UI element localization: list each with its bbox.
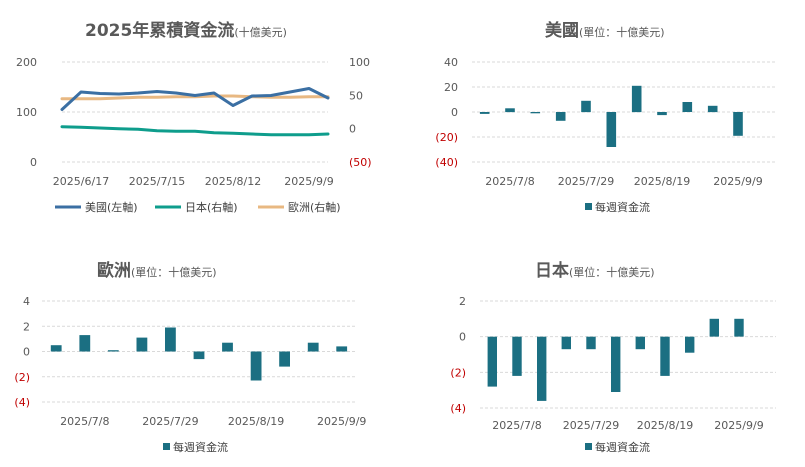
jp-y-tick: 2 <box>459 295 466 308</box>
eu-bar <box>136 337 148 352</box>
cumulative-series-line-1 <box>60 125 330 137</box>
cumulative-legend-label: 美國(左軸) <box>85 200 138 214</box>
eu-y-tick: 2 <box>23 320 30 333</box>
cumulative-right-tick: (50) <box>349 156 372 169</box>
cumulative-right-tick: 100 <box>349 56 370 69</box>
jp-bar <box>537 336 547 401</box>
us-y-tick: (40) <box>435 156 458 169</box>
us-y-tick: 40 <box>444 56 458 69</box>
us-bar <box>606 112 617 147</box>
jp-y-tick: (4) <box>450 402 466 415</box>
eu-title: 歐洲(單位：十億美元) <box>97 260 217 281</box>
eu-legend-swatch <box>163 443 170 450</box>
eu-bar <box>307 342 319 352</box>
us-chart: 美國(單位：十億美元) 40 20 0 (20) (40) 2025/7/8 2025/7/… <box>435 20 776 214</box>
cumulative-x-tick: 2025/9/9 <box>284 175 333 188</box>
eu-bar <box>165 327 176 352</box>
cumulative-left-axis: 200 100 0 <box>16 56 37 169</box>
cumulative-x-tick: 2025/7/15 <box>129 175 185 188</box>
eu-bar <box>279 351 290 367</box>
us-bar <box>479 112 490 114</box>
eu-bar <box>250 351 262 381</box>
cumulative-x-tick: 2025/8/12 <box>205 175 261 188</box>
us-bar <box>555 112 566 121</box>
us-plot: 40 20 0 (20) (40) 2025/7/8 2025/7/29 2025/8/19 2… <box>435 56 776 214</box>
jp-bar <box>561 336 571 350</box>
us-bar <box>505 108 515 113</box>
us-x-tick: 2025/7/8 <box>485 175 534 188</box>
eu-bar <box>193 351 205 360</box>
cumulative-left-tick: 100 <box>16 106 37 119</box>
eu-legend-label: 每週資金流 <box>173 440 228 454</box>
jp-x-tick: 2025/7/8 <box>492 419 541 432</box>
eu-chart: 歐洲(單位：十億美元) 4 2 0 (2) (4) 2025/7/8 2025/7/29 20… <box>14 260 366 454</box>
us-bar <box>657 112 667 116</box>
eu-bar <box>107 350 119 352</box>
us-bar <box>707 105 718 113</box>
jp-bar <box>635 336 645 350</box>
jp-x-tick: 2025/8/19 <box>637 419 693 432</box>
eu-x-tick: 2025/8/19 <box>228 415 284 428</box>
jp-bar <box>685 336 695 353</box>
us-legend-label: 每週資金流 <box>595 200 650 214</box>
cumulative-series <box>60 87 330 137</box>
us-bar <box>733 112 743 136</box>
eu-y-tick: 0 <box>23 346 30 359</box>
jp-plot: 2 0 (2) (4) 2025/7/8 2025/7/29 2025/8/19 2025/9… <box>450 295 776 454</box>
eu-y-tick: (2) <box>14 371 30 384</box>
jp-y-tick: 0 <box>459 331 466 344</box>
us-legend-swatch <box>585 203 592 210</box>
jp-bar <box>586 336 596 350</box>
jp-chart: 日本(單位：十億美元) 2 0 (2) (4) 2025/7/8 2025/7/29 202… <box>450 260 776 454</box>
eu-bar <box>79 335 91 352</box>
cumulative-right-tick: 0 <box>349 123 356 136</box>
us-bar <box>682 102 693 112</box>
cumulative-legend: 美國(左軸) 日本(右軸) 歐洲(右軸) <box>55 200 341 214</box>
us-bar <box>581 100 591 113</box>
eu-x-tick: 2025/9/9 <box>317 415 366 428</box>
cumulative-legend-label: 日本(右軸) <box>185 200 238 214</box>
cumulative-x-tick: 2025/6/17 <box>53 175 109 188</box>
jp-bar <box>611 336 621 392</box>
cumulative-right-axis: 100 50 0 (50) <box>349 56 372 169</box>
eu-bar <box>50 345 62 352</box>
us-x-tick: 2025/8/19 <box>634 175 690 188</box>
us-y-tick: (20) <box>435 131 458 144</box>
us-bar <box>631 85 642 113</box>
us-title: 美國(單位：十億美元) <box>545 20 665 41</box>
jp-bar <box>660 336 670 376</box>
eu-bar <box>222 342 233 352</box>
eu-plot: 4 2 0 (2) (4) 2025/7/8 2025/7/29 2025/8/19 2025/… <box>14 295 366 454</box>
jp-y-tick: (2) <box>450 366 466 379</box>
us-x-tick: 2025/7/29 <box>558 175 614 188</box>
jp-x-tick: 2025/9/9 <box>714 419 763 432</box>
cumulative-x-axis: 2025/6/17 2025/7/15 2025/8/12 2025/9/9 <box>53 175 334 188</box>
jp-bar <box>512 336 522 376</box>
us-y-tick: 20 <box>444 81 458 94</box>
cumulative-left-tick: 200 <box>16 56 37 69</box>
cumulative-title: 2025年累積資金流(十億美元) <box>85 20 287 41</box>
cumulative-right-tick: 50 <box>349 89 363 102</box>
eu-x-tick: 2025/7/29 <box>142 415 198 428</box>
cumulative-series-line-0 <box>60 87 330 111</box>
cumulative-left-tick: 0 <box>30 156 37 169</box>
jp-bar <box>487 336 497 387</box>
cumulative-legend-label: 歐洲(右軸) <box>288 200 341 214</box>
eu-y-tick: 4 <box>23 295 30 308</box>
eu-y-tick: (4) <box>14 396 30 409</box>
eu-x-tick: 2025/7/8 <box>60 415 109 428</box>
us-x-tick: 2025/9/9 <box>713 175 762 188</box>
jp-title: 日本(單位：十億美元) <box>535 260 655 281</box>
us-bar <box>530 112 541 114</box>
jp-legend-swatch <box>585 443 592 450</box>
jp-legend-label: 每週資金流 <box>595 440 650 454</box>
jp-x-tick: 2025/7/29 <box>563 419 619 432</box>
cumulative-chart: 2025年累積資金流(十億美元) 200 100 0 100 50 0 (50) 2025… <box>16 20 372 214</box>
us-y-tick: 0 <box>451 106 458 119</box>
eu-bar <box>336 346 348 352</box>
jp-bar <box>734 318 744 337</box>
cumulative-gridlines <box>62 61 328 163</box>
jp-bar <box>709 318 719 337</box>
